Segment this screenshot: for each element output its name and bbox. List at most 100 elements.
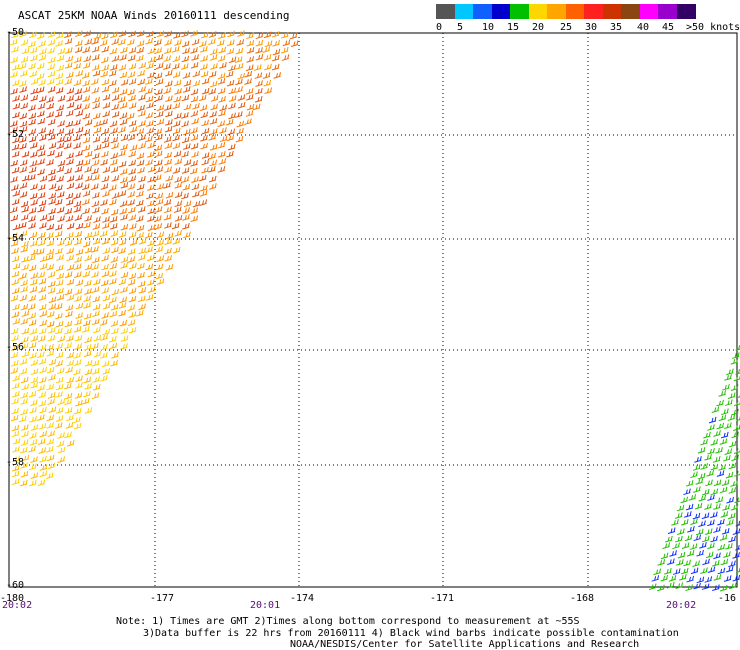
wind-barb: [145, 87, 153, 95]
wind-barb: [102, 93, 111, 101]
wind-barb: [64, 142, 72, 150]
wind-barb: [731, 408, 739, 416]
wind-barb: [192, 80, 201, 87]
wind-barb: [183, 103, 192, 111]
wind-barb: [47, 63, 55, 71]
wind-barb: [128, 94, 136, 102]
wind-barb: [57, 120, 65, 127]
wind-barb: [64, 47, 73, 54]
wind-barb: [30, 272, 39, 280]
wind-barb: [93, 334, 102, 342]
wind-barb: [245, 94, 254, 101]
legend-label: 45: [662, 22, 675, 33]
wind-barb: [12, 478, 20, 486]
wind-barb: [735, 369, 740, 375]
wind-barb: [156, 30, 165, 38]
wind-barb: [119, 102, 128, 109]
wind-barb: [66, 182, 75, 190]
wind-barb: [39, 376, 47, 384]
wind-barb: [56, 175, 64, 183]
wind-barb: [20, 398, 28, 405]
wind-barb: [728, 487, 737, 494]
wind-barb: [234, 56, 243, 64]
wind-barb: [192, 70, 201, 78]
wind-barb: [84, 246, 93, 254]
wind-barb: [698, 520, 706, 528]
wind-barb: [138, 295, 146, 303]
wind-barb: [82, 128, 91, 136]
wind-barb: [199, 199, 208, 206]
wind-barb: [155, 272, 164, 280]
wind-barb: [145, 231, 153, 239]
wind-barb: [681, 542, 690, 549]
wind-barb: [255, 39, 264, 47]
wind-barb: [228, 56, 237, 64]
wind-barb: [697, 472, 706, 480]
wind-barb: [725, 565, 734, 573]
wind-barb: [235, 47, 244, 55]
wind-barb: [64, 78, 72, 85]
wind-barb: [54, 422, 63, 429]
wind-barb: [164, 125, 173, 133]
wind-barb: [37, 102, 46, 110]
wind-barb: [218, 109, 226, 117]
wind-barb: [254, 72, 263, 79]
wind-barb: [20, 408, 28, 416]
wind-barb: [182, 128, 191, 136]
wind-barb: [48, 174, 56, 182]
wind-barb: [732, 552, 740, 559]
wind-barb: [684, 534, 693, 542]
wind-barb: [29, 231, 38, 239]
wind-barb: [46, 248, 55, 256]
wind-barb: [710, 488, 719, 496]
wind-barb: [36, 72, 45, 80]
wind-barb: [20, 200, 29, 208]
wind-barb: [66, 247, 74, 255]
wind-barb: [236, 39, 245, 46]
wind-barb: [11, 397, 19, 405]
wind-barb: [128, 168, 136, 175]
wind-barb: [100, 118, 108, 126]
wind-barb: [235, 63, 244, 70]
wind-barb: [118, 64, 127, 71]
wind-barb: [92, 376, 100, 383]
wind-barb: [217, 78, 226, 85]
wind-barb: [84, 368, 93, 376]
wind-barb: [29, 438, 38, 446]
wind-barb: [74, 334, 83, 342]
wind-barb: [225, 70, 234, 78]
wind-barb: [55, 184, 63, 192]
wind-barb: [255, 47, 263, 54]
wind-barb: [713, 574, 722, 581]
wind-barb: [11, 407, 19, 415]
legend-swatch: [510, 4, 529, 19]
wind-barb: [145, 246, 153, 254]
wind-barb: [252, 103, 261, 111]
wind-barb: [181, 94, 190, 102]
wind-barb: [92, 96, 100, 104]
wind-barb: [245, 110, 254, 117]
wind-barb: [145, 30, 154, 38]
wind-barb: [20, 39, 29, 46]
wind-barb: [56, 64, 65, 72]
wind-barb: [10, 71, 18, 78]
wind-barb: [109, 223, 118, 230]
wind-barb: [675, 582, 684, 590]
wind-barb: [120, 343, 128, 350]
wind-barb: [47, 39, 56, 46]
wind-barb: [56, 206, 65, 214]
wind-barb: [147, 47, 156, 55]
wind-barb: [64, 208, 73, 215]
wind-barb: [57, 191, 65, 198]
wind-barb: [118, 309, 126, 317]
wind-barb: [66, 376, 75, 384]
wind-barb: [38, 423, 47, 430]
wind-barb: [174, 230, 182, 237]
wind-barb: [37, 205, 45, 213]
wind-barb: [218, 96, 226, 103]
wind-barb: [83, 302, 91, 309]
wind-barb: [181, 136, 190, 144]
wind-barb: [84, 336, 93, 344]
wind-barb: [101, 141, 110, 149]
wind-barb: [271, 54, 280, 62]
